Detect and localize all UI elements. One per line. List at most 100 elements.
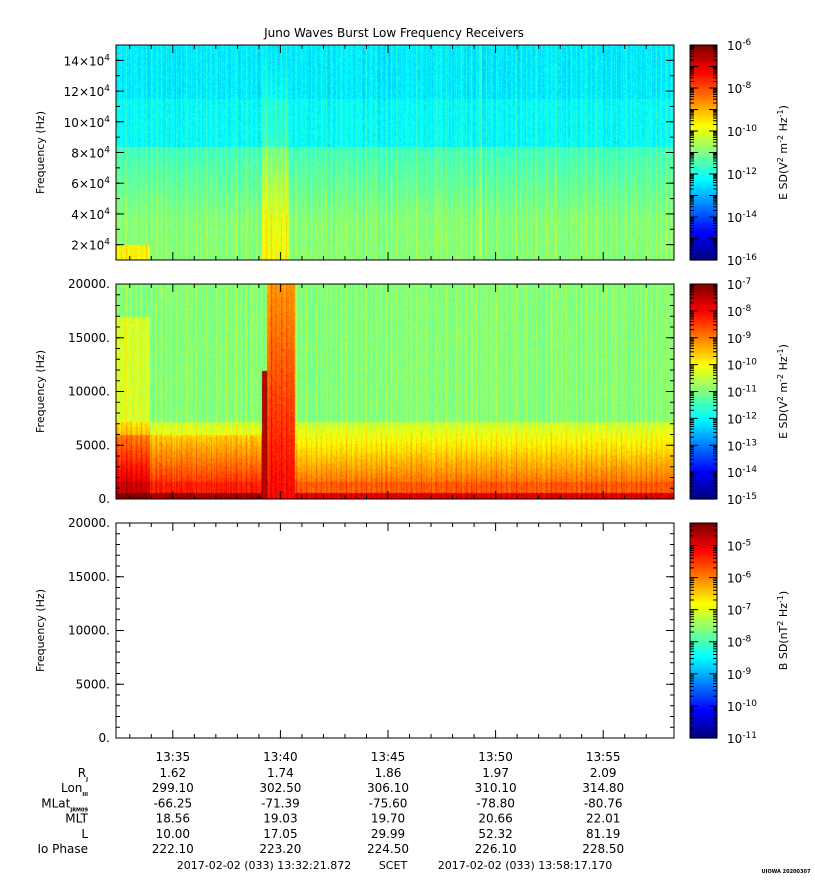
colorbar-swatch xyxy=(690,218,717,222)
time-tick-label: 13:55 xyxy=(586,750,621,764)
colorbar-swatch xyxy=(690,548,717,551)
colorbar-swatch xyxy=(690,80,717,84)
colorbar-swatch xyxy=(690,542,717,546)
colorbar-swatch xyxy=(690,632,717,635)
colorbar-swatch xyxy=(690,727,717,730)
colorbar-swatch xyxy=(690,400,717,403)
plot-frame xyxy=(115,522,675,739)
ephemeris-row-label: MLatJRM09 xyxy=(41,796,88,813)
colorbar-swatch xyxy=(690,589,717,592)
colorbar-swatch xyxy=(690,152,717,155)
colorbar-swatch xyxy=(690,439,717,443)
colorbar-swatch xyxy=(690,420,717,423)
footer-start-time: 2017-02-02 (033) 13:32:21.872 xyxy=(177,859,351,872)
colorbar-swatch xyxy=(690,132,717,136)
colorbar-swatch xyxy=(690,491,717,495)
colorbar-swatch xyxy=(690,70,717,73)
colorbar-swatch xyxy=(690,134,717,137)
colorbar-swatch xyxy=(690,432,717,436)
colorbar-swatch xyxy=(690,233,717,236)
colorbar-swatch xyxy=(690,447,717,450)
colorbar-swatch xyxy=(690,377,717,380)
colorbar-swatch xyxy=(690,450,717,454)
ephemeris-value: 10.00 xyxy=(156,827,190,841)
colorbar-swatch xyxy=(690,578,717,581)
colorbar-swatch xyxy=(690,57,717,60)
colorbar-swatch xyxy=(690,669,717,673)
colorbar-swatch xyxy=(690,84,717,87)
colorbar-swatch xyxy=(690,680,717,684)
colorbar-swatch xyxy=(690,238,717,241)
colorbar-swatch xyxy=(690,89,717,93)
panel-1: 2×104 4×104 6×104 8×104 10×104 12×104 14×104 Fr… xyxy=(34,38,790,268)
colorbar-swatch xyxy=(690,208,717,211)
colorbar-swatch xyxy=(690,416,717,419)
colorbar-swatch xyxy=(690,157,717,161)
ephemeris-value: 302.50 xyxy=(259,781,301,795)
colorbar-swatch xyxy=(690,553,717,556)
y-tick-label: 12×104 xyxy=(64,84,111,99)
colorbar-swatch xyxy=(690,240,717,243)
time-tick-label: 13:35 xyxy=(156,750,191,764)
colorbar-swatch xyxy=(690,346,717,350)
colorbar-swatch xyxy=(690,298,717,301)
colorbar-swatch xyxy=(690,725,717,728)
colorbar-swatch xyxy=(690,582,717,585)
colorbar-swatch xyxy=(690,562,717,565)
colorbar-swatch xyxy=(690,386,717,389)
colorbar-swatch xyxy=(690,644,717,648)
colorbar-swatch xyxy=(690,696,717,700)
colorbar-swatch xyxy=(690,686,717,689)
colorbar-swatch xyxy=(690,220,717,223)
colorbar-swatch xyxy=(690,143,717,146)
colorbar-swatch xyxy=(690,79,717,82)
colorbar-swatch xyxy=(690,120,717,123)
ephemeris-value: 1.97 xyxy=(482,766,509,780)
colorbar-swatch xyxy=(690,373,717,376)
colorbar-swatch xyxy=(690,323,717,326)
colorbar-swatch xyxy=(690,466,717,470)
colorbar-swatch xyxy=(690,199,717,202)
colorbar-swatch xyxy=(690,204,717,207)
colorbar-swatch xyxy=(690,695,717,698)
colorbar-swatch xyxy=(690,711,717,714)
colorbar-swatch xyxy=(690,217,717,220)
colorbar-swatch xyxy=(690,334,717,337)
colorbar-tick-label: 10-10 xyxy=(727,358,757,373)
colorbar-tick-label: 10-12 xyxy=(727,167,757,182)
colorbar-swatch xyxy=(690,617,717,621)
colorbar-swatch xyxy=(690,170,717,173)
colorbar-swatch xyxy=(690,540,717,544)
ephemeris-value: 29.99 xyxy=(371,827,405,841)
colorbar-tick-label: 10-15 xyxy=(727,492,757,507)
colorbar-swatch xyxy=(690,77,717,80)
colorbar-swatch xyxy=(690,414,717,418)
colorbar-tick-label: 10-8 xyxy=(727,635,752,650)
colorbar-swatch xyxy=(690,495,717,498)
colorbar-swatch xyxy=(690,700,717,703)
colorbar-swatch xyxy=(690,300,717,303)
colorbar-swatch xyxy=(690,598,717,601)
colorbar-2: 10-7 10-8 10-9 10-10 10-11 10-12 10-13 10-14 10-… xyxy=(689,277,790,507)
colorbar-swatch xyxy=(690,673,717,676)
colorbar-swatch xyxy=(690,184,717,188)
colorbar-swatch xyxy=(690,402,717,405)
y-tick-label: 0. xyxy=(99,731,110,745)
colorbar-swatch xyxy=(690,558,717,562)
colorbar-swatch xyxy=(690,335,717,339)
colorbar-swatch xyxy=(690,96,717,100)
colorbar-swatch xyxy=(690,655,717,658)
y-axis-label: Frequency (Hz) xyxy=(34,589,47,672)
colorbar-swatch xyxy=(690,628,717,632)
colorbar-swatch xyxy=(690,166,717,170)
colorbar-swatch xyxy=(690,607,717,610)
colorbar-swatch xyxy=(690,473,717,477)
colorbar-swatch xyxy=(690,544,717,547)
colorbar-swatch xyxy=(690,159,717,163)
colorbar-swatch xyxy=(690,50,717,53)
y-tick-label: 20000. xyxy=(68,277,110,291)
colorbar-swatch xyxy=(690,156,717,159)
colorbar-swatch xyxy=(690,691,717,694)
colorbar-swatch xyxy=(690,52,717,55)
